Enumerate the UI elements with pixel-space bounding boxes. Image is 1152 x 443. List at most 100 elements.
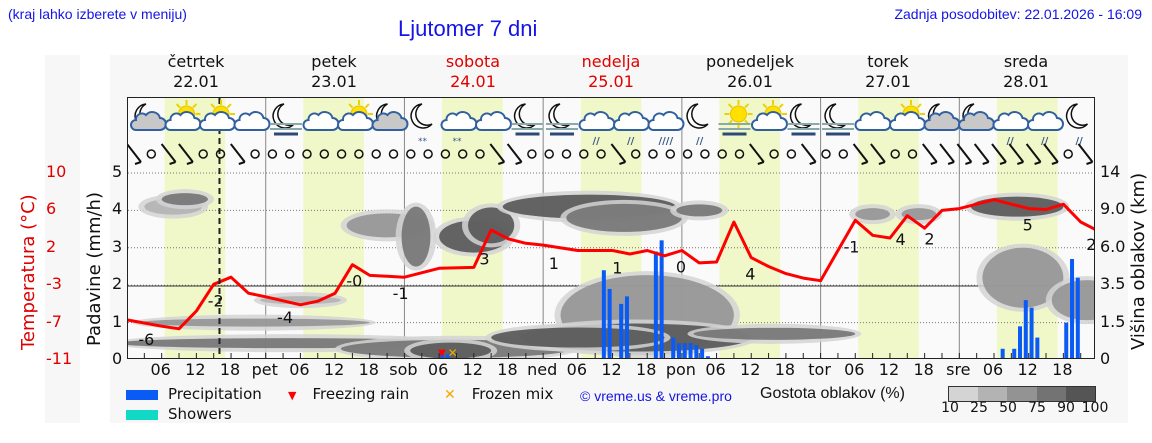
day-name: ponedeljek [706,52,794,71]
wind-calm-icon [561,149,572,159]
day-date: 27.01 [865,72,911,91]
daylight-band [164,98,226,358]
wind-calm-icon [198,149,208,159]
wind-barb-icon [749,143,765,163]
legend-precipitation-label: Precipitation [168,385,262,403]
x-tick: 06 [844,360,865,379]
wind-calm-icon [457,149,468,159]
x-tick: 06 [982,360,1004,379]
precip-bar [445,354,450,358]
temp-label: -2 [208,291,224,310]
x-tick: 12 [601,360,622,379]
svg-text://: // [593,136,601,147]
legend-freezing-rain-label: Freezing rain [312,385,410,403]
precip-bar [1012,348,1017,358]
wind-calm-icon [388,149,399,159]
precip-bar [700,348,705,358]
precipitation-swatch [126,389,158,400]
wind-barb-icon [610,143,627,163]
wind-calm-icon [769,149,779,159]
x-tick: sre [946,360,971,379]
wind-calm-icon [284,149,295,159]
night-rain-icon: // [686,103,709,147]
precip-tick: 2 [112,274,123,294]
temp-tick: -7 [46,311,62,331]
credit-link[interactable]: © vreme.us & vreme.pro [580,388,732,404]
showers-swatch [126,409,158,420]
cloudy-heavy-rain-icon: //// [647,111,685,147]
precip-tick: 0 [112,349,123,368]
precip-bar [1075,277,1080,358]
wind-calm-icon [475,149,485,159]
temp-label: -6 [138,330,154,349]
wind-barb-icon [939,143,955,163]
frozen-mix-icon: ✕ [444,387,456,403]
day-header-4: ponedeljek 26.01 [680,52,820,92]
wind-calm-icon [579,149,589,159]
wind-calm-icon [682,149,693,159]
forecast-plot: ▼✕-6-2-4-0-131104-14252****/////////////… [127,97,1095,359]
temp-label: -1 [844,237,860,256]
wind-calm-icon [890,149,900,159]
night-rain-icon: // [1065,103,1089,147]
precip-bar [1023,300,1028,358]
cloud-density-scale [948,386,1096,402]
svg-text:**: ** [453,137,463,147]
precip-tick: 5 [112,162,123,181]
precip-bar [653,251,658,358]
wind-calm-icon [406,149,416,159]
cloud-scale-label: 25 [970,400,988,416]
wind-calm-icon [838,149,849,159]
sun-cloud-icon [164,100,202,131]
temp-label: 1 [612,259,622,278]
precip-tick: 1 [112,311,123,331]
precip-bar [619,303,624,358]
wind-calm-icon [146,149,157,159]
wind-calm-icon [700,149,710,159]
cloud-density-label: Gostota oblakov (%) [760,385,905,402]
precip-bar [671,337,676,358]
cloud-height-tick: 6.0 [1100,236,1126,256]
precip-bar [659,240,664,358]
page-title: Ljutomer 7 dni [398,16,538,41]
fog-sun-icon [718,100,753,136]
svg-text://: // [1007,136,1015,147]
last-update: Zadnja posodobitev: 22.01.2026 - 16:09 [894,6,1142,22]
wind-barb-icon [1077,143,1094,163]
x-tick: 12 [323,360,345,379]
precipitation-axis-label: Padavine (mm/h) [84,192,105,346]
cloud-scale-label: 100 [1081,400,1109,416]
precip-bar [1029,307,1034,358]
wind-barb-icon [1043,143,1059,163]
x-tick: 18 [774,360,796,379]
x-tick: 06 [705,360,726,379]
precip-bar [1035,337,1040,358]
wind-calm-icon [215,149,226,159]
svg-text://: // [627,136,635,147]
day-date: 28.01 [1003,72,1049,91]
wind-calm-icon [371,149,381,159]
precip-bar [607,288,612,358]
precip-bar [1064,322,1069,358]
x-tick: sob [389,360,418,379]
day-name: nedelja [581,52,641,71]
temp-label: -4 [277,308,293,327]
day-name: torek [867,52,909,71]
temp-label: -1 [393,284,409,303]
cloud-height-tick: 3.5 [1100,274,1126,294]
temp-label: -0 [346,272,362,291]
wind-barb-icon [1008,143,1025,163]
wind-calm-icon [1063,149,1073,159]
legend-frozen-mix: ✕ Frozen mix [444,385,553,403]
day-name: sreda [1003,52,1049,71]
wind-barb-icon [922,143,938,163]
legend-precipitation: Precipitation [126,385,262,403]
cloud-height-tick: 0 [1100,349,1111,368]
temp-tick: -3 [46,274,62,294]
precip-bar [688,343,693,358]
wind-calm-icon [336,149,347,159]
freezing-rain-icon: ▼ [288,389,297,402]
temperature-line [128,198,1094,331]
precip-bar [705,356,710,358]
temp-label: 4 [896,230,906,249]
